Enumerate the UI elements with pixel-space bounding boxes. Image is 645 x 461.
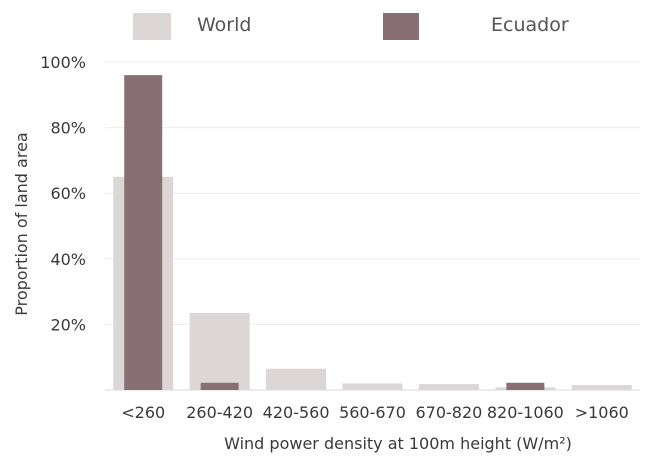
bar-world-1 — [189, 312, 250, 390]
legend-label-ecuador: Ecuador — [491, 14, 569, 36]
x-tick-labels: <260 260-420 420-560 560-670 670-820 820-1060… — [121, 403, 629, 422]
x-tick-label: 420-560 — [263, 403, 330, 422]
series-world-bars — [113, 176, 632, 390]
x-axis-title: Wind power density at 100m height (W/m²) — [224, 434, 572, 453]
legend-swatch-ecuador — [383, 13, 419, 40]
x-tick-label: 260-420 — [186, 403, 253, 422]
y-tick-label: 80% — [50, 119, 86, 138]
bar-world-4 — [418, 384, 479, 390]
bar-world-6 — [571, 385, 632, 390]
y-tick-labels: 20% 40% 60% 80% 100% — [40, 53, 86, 334]
x-tick-label: <260 — [121, 403, 165, 422]
x-tick-label: 560-670 — [339, 403, 406, 422]
y-tick-label: 40% — [50, 250, 86, 269]
x-tick-label: 670-820 — [415, 403, 482, 422]
y-tick-label: 20% — [50, 315, 86, 334]
bar-ecuador-1 — [200, 382, 239, 390]
legend-label-world: World — [197, 14, 251, 36]
series-ecuador-bars — [124, 75, 545, 391]
bar-ecuador-0 — [124, 75, 163, 391]
bar-world-3 — [342, 383, 403, 390]
y-tick-label: 60% — [50, 184, 86, 203]
legend-swatch-world — [133, 13, 171, 40]
gridlines — [105, 61, 640, 391]
y-axis-title: Proportion of land area — [12, 132, 31, 315]
bar-ecuador-5 — [506, 382, 545, 390]
legend: World Ecuador — [133, 13, 569, 40]
y-tick-label: 100% — [40, 53, 86, 72]
x-tick-label: 820-1060 — [487, 403, 564, 422]
bar-world-2 — [266, 368, 327, 390]
x-tick-label: >1060 — [575, 403, 629, 422]
